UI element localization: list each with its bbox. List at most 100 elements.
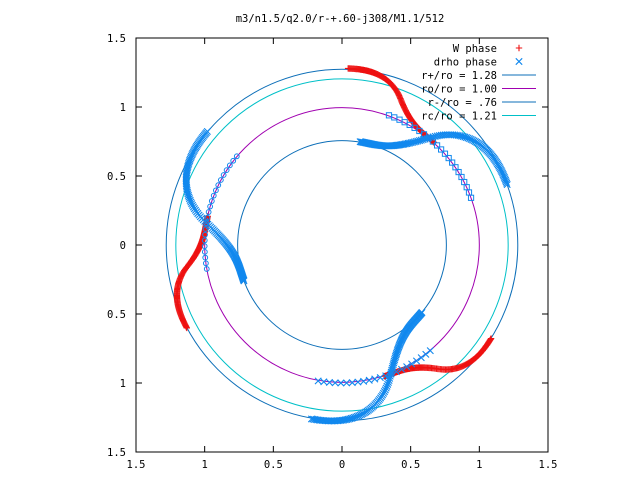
legend-marker [515,44,523,52]
y-tick-label: 1 [120,102,126,114]
drho-phase-point [386,374,394,382]
drho-phase-point [382,384,390,392]
drho-phase-point [307,415,316,423]
x-tick-label: 1 [476,459,482,471]
drho-phase-point [425,134,432,141]
x-axis-ticks: 1.5 1 0.5 0 0.5 1 1.5 [127,38,558,471]
drho-phase-point [309,415,317,423]
drho-phase-point [207,203,214,210]
y-tick-label: 1.5 [107,33,126,45]
drho-phase-point [401,140,409,148]
drho-phase-point [438,146,445,153]
legend-label: W phase [453,43,497,55]
drho-phase-point [426,347,434,355]
drho-phase-point [208,198,215,204]
y-tick-label: 0.5 [107,171,126,183]
drho-phase-point [385,376,393,384]
drho-phase-point [203,220,210,227]
drho-phase-point [441,150,449,157]
drho-phase-point [429,138,436,145]
x-tick-label: 0 [339,459,345,471]
drho-phase-point [400,140,408,148]
x-tick-label: 0.5 [264,459,283,471]
drho-phase-point [202,231,208,238]
drho-phase-point [433,142,441,149]
legend-label: r+/ro = 1.28 [421,70,497,82]
drho-phase-point [503,179,511,187]
legend-label: r-/ro = .76 [427,97,497,109]
drho-phase-point [201,237,208,244]
x-tick-label: 1 [202,459,208,471]
x-tick-label: 0.5 [401,459,420,471]
drho-phase-point [217,177,224,183]
drho-phase-point [201,248,208,255]
y-tick-label: 0.5 [107,309,126,321]
drho-phase-point [210,192,217,199]
drho-phase-point [204,214,211,221]
y-tick-label: 1.5 [107,447,126,459]
y-axis-ticks: 1.5 1 0.5 0 0.5 1 1.5 [107,33,548,459]
drho-phase-point [314,377,322,385]
drho-phase-point [503,180,511,189]
drho-phase-point [342,379,351,387]
drho-phase-point [452,164,459,171]
drho-phase-point [403,363,411,371]
drho-phase-point [360,377,368,385]
drho-phase-point [220,172,227,178]
drho-phase-point [203,127,211,136]
drho-phase-point [230,157,237,164]
drho-phase-point [384,378,392,386]
legend-label: ro/ro = 1.00 [421,84,497,96]
drho-phase-point [381,386,389,394]
drho-phase-point [383,382,391,390]
drho-phase-point [212,187,219,194]
drho-phase-point [202,260,209,267]
x-tick-label: 1.5 [539,459,558,471]
y-tick-label: 0 [120,240,126,252]
drho-phase-point [365,376,373,384]
x-tick-label: 1.5 [127,459,146,471]
drho-phase-point [408,360,416,368]
drho-phase-point [331,379,339,387]
drho-phase-point [382,372,390,380]
drho-phase-point [387,370,395,378]
drho-phase-point [337,379,345,387]
legend-label: rc/ro = 1.21 [421,111,497,123]
drho-phase-point [371,375,379,383]
drho-phase-point [205,209,212,215]
drho-phase-point [201,243,208,250]
drho-phase-point [233,153,240,160]
drho-phase-point [420,131,428,138]
drho-phase-point [416,127,423,135]
drho-phase-point [223,167,230,174]
drho-phase-point [325,378,334,387]
drho-phase-point [385,112,393,119]
series-drho-phase [182,112,511,425]
drho-phase-point [449,159,456,166]
drho-phase-point [384,380,392,388]
reference-circle [175,78,509,412]
drho-phase-point [354,378,362,386]
drho-phase-point [226,162,233,169]
legend-label: drho phase [434,57,497,69]
legend-marker [515,57,523,66]
y-tick-label: 1 [120,378,126,390]
drho-phase-point [397,365,406,373]
drho-phase-point [445,154,452,162]
reference-circle [237,140,447,350]
drho-phase-point [376,373,384,382]
drho-phase-point [455,168,462,176]
drho-phase-point [202,226,209,232]
chart-title: m3/n1.5/q2.0/r-+.60-j308/M1.1/512 [236,13,445,25]
drho-phase-point [202,254,209,261]
drho-phase-point [412,357,421,365]
drho-phase-point [348,379,356,387]
drho-phase-point [422,350,430,358]
drho-phase-point [417,354,425,362]
series-w-phase [173,65,495,380]
drho-phase-point [392,368,400,376]
drho-phase-point [203,266,210,272]
drho-phase-point [215,182,222,189]
